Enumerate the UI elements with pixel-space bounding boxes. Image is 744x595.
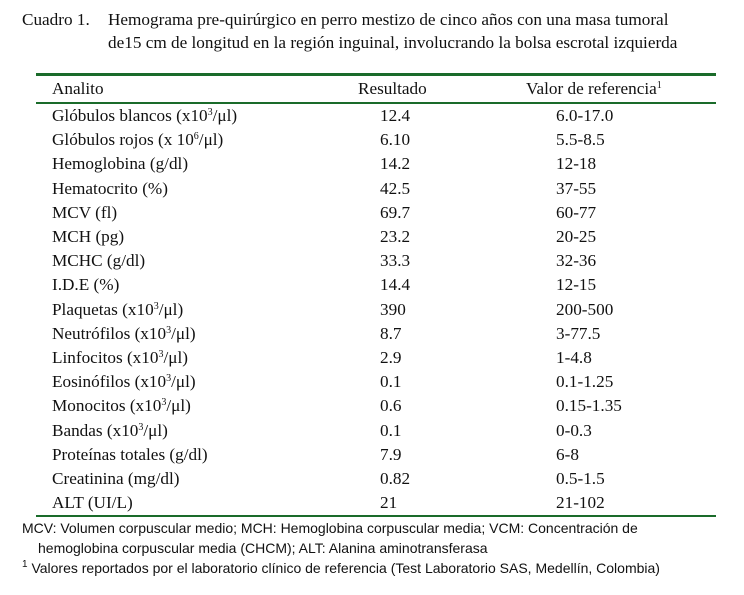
analyte-cell: Glóbulos rojos (x 106/μl) (52, 130, 224, 150)
reference-cell: 5.5-8.5 (556, 130, 605, 150)
result-cell: 23.2 (380, 227, 411, 246)
analyte-cell: ALT (UI/L) (52, 493, 133, 513)
reference-cell: 12-15 (556, 275, 597, 295)
header-result: Resultado (358, 79, 427, 98)
result-cell: 2.9 (380, 348, 402, 367)
table-row: I.D.E (%) 14.4 12-15 (36, 273, 716, 297)
table-row: Plaquetas (x103/μl) 390 200-500 (36, 298, 716, 322)
unit-exponent: 3 (153, 300, 159, 312)
result-cell: 7.9 (380, 444, 402, 464)
table-row: Glóbulos rojos (x 106/μl) 6.10 5.5-8.5 (36, 128, 716, 152)
reference-cell: 6-8 (556, 444, 579, 464)
result-cell: 21 (380, 493, 398, 513)
table-row: Glóbulos blancos (x103/μl) 12.4 6.0-17.0 (36, 104, 716, 128)
result-cell: 14.4 (380, 275, 411, 295)
reference-cell: 0-0.3 (556, 420, 592, 440)
analyte-cell: MCV (fl) (52, 202, 118, 222)
analyte-cell: Hematocrito (%) (52, 178, 168, 198)
table-row: ALT (UI/L) 21 21-102 (36, 491, 716, 515)
caption-line-1: Hemograma pre-quirúrgico en perro mestiz… (108, 10, 669, 29)
result-cell: 14.2 (380, 154, 411, 174)
analyte-cell: MCH (pg) (52, 227, 125, 246)
analyte-cell: I.D.E (%) (52, 275, 120, 295)
reference-cell: 21-102 (556, 493, 605, 513)
reference-footnote: 1 Valores reportados por el laboratorio … (22, 558, 722, 578)
analyte-cell: Bandas (x103/μl) (52, 420, 168, 440)
table-header-rule (36, 102, 716, 104)
unit-exponent: 3 (138, 421, 144, 433)
abbreviations-line-1: MCV: Volumen corpuscular medio; MCH: Hem… (22, 520, 638, 536)
analyte-cell: Plaquetas (x103/μl) (52, 299, 184, 319)
reference-cell: 3-77.5 (556, 323, 601, 343)
result-cell: 42.5 (380, 178, 411, 198)
unit-exponent: 3 (166, 373, 172, 385)
analyte-cell: Glóbulos blancos (x103/μl) (52, 106, 238, 125)
reference-cell: 0.15-1.35 (556, 396, 622, 416)
reference-cell: 60-77 (556, 202, 597, 222)
result-cell: 0.1 (380, 372, 402, 392)
table-row: MCH (pg) 23.2 20-25 (36, 225, 716, 249)
analyte-cell: Hemoglobina (g/dl) (52, 154, 189, 174)
result-cell: 8.7 (380, 323, 402, 343)
table-caption: Cuadro 1. Hemograma pre-quirúrgico en per… (22, 8, 722, 54)
reference-cell: 32-36 (556, 251, 597, 271)
footnote-text: Valores reportados por el laboratorio cl… (27, 560, 660, 576)
reference-cell: 0.5-1.5 (556, 469, 605, 488)
table-row: Creatinina (mg/dl) 0.82 0.5-1.5 (36, 467, 716, 491)
table-row: MCHC (g/dl) 33.3 32-36 (36, 249, 716, 273)
table-notes: MCV: Volumen corpuscular medio; MCH: Hem… (22, 518, 722, 578)
result-cell: 0.82 (380, 469, 411, 488)
table-row: Neutrófilos (x103/μl) 8.7 3-77.5 (36, 322, 716, 346)
unit-exponent: 3 (166, 324, 172, 336)
table-row: Linfocitos (x103/μl) 2.9 1-4.8 (36, 346, 716, 370)
reference-cell: 1-4.8 (556, 348, 592, 367)
analyte-cell: Eosinófilos (x103/μl) (52, 372, 196, 392)
abbreviations-note: MCV: Volumen corpuscular medio; MCH: Hem… (22, 518, 722, 558)
analyte-cell: Monocitos (x103/μl) (52, 396, 191, 416)
result-cell: 0.6 (380, 396, 402, 416)
result-cell: 6.10 (380, 130, 411, 150)
analyte-cell: MCHC (g/dl) (52, 251, 146, 271)
table-bottom-rule (36, 515, 716, 517)
unit-exponent: 3 (207, 107, 213, 118)
table-row: Hemoglobina (g/dl) 14.2 12-18 (36, 152, 716, 176)
unit-exponent: 3 (161, 397, 167, 409)
reference-cell: 6.0-17.0 (556, 106, 614, 125)
caption-line-2: de15 cm de longitud en la región inguina… (108, 33, 678, 52)
reference-cell: 37-55 (556, 178, 597, 198)
unit-exponent: 6 (193, 131, 199, 143)
table-header-row: Analito Resultado Valor de referencia1 (36, 77, 716, 101)
footnote-mark: 1 (22, 559, 28, 570)
result-cell: 0.1 (380, 420, 402, 440)
reference-cell: 200-500 (556, 299, 614, 319)
table-row: Eosinófilos (x103/μl) 0.1 0.1-1.25 (36, 370, 716, 394)
table-row: Hematocrito (%) 42.5 37-55 (36, 177, 716, 201)
table-row: Bandas (x103/μl) 0.1 0-0.3 (36, 419, 716, 443)
header-reference: Valor de referencia1 (526, 79, 662, 98)
analyte-cell: Creatinina (mg/dl) (52, 469, 180, 488)
table-top-rule (36, 73, 716, 76)
analyte-cell: Neutrófilos (x103/μl) (52, 323, 196, 343)
caption-label: Cuadro 1. (22, 10, 90, 29)
abbreviations-line-2: hemoglobina corpuscular media (CHCM); AL… (38, 540, 488, 556)
table-row: Proteínas totales (g/dl) 7.9 6-8 (36, 443, 716, 467)
result-cell: 390 (380, 299, 406, 319)
result-cell: 12.4 (380, 106, 411, 125)
table-row: MCV (fl) 69.7 60-77 (36, 201, 716, 225)
header-analyte: Analito (52, 79, 104, 98)
result-cell: 33.3 (380, 251, 411, 271)
table-row: Monocitos (x103/μl) 0.6 0.15-1.35 (36, 394, 716, 418)
header-reference-footnote-mark: 1 (656, 80, 662, 91)
unit-exponent: 3 (158, 349, 164, 360)
analyte-cell: Proteínas totales (g/dl) (52, 444, 208, 464)
reference-cell: 12-18 (556, 154, 597, 174)
reference-cell: 20-25 (556, 227, 597, 246)
reference-cell: 0.1-1.25 (556, 372, 614, 392)
result-cell: 69.7 (380, 202, 411, 222)
analyte-cell: Linfocitos (x103/μl) (52, 348, 188, 367)
